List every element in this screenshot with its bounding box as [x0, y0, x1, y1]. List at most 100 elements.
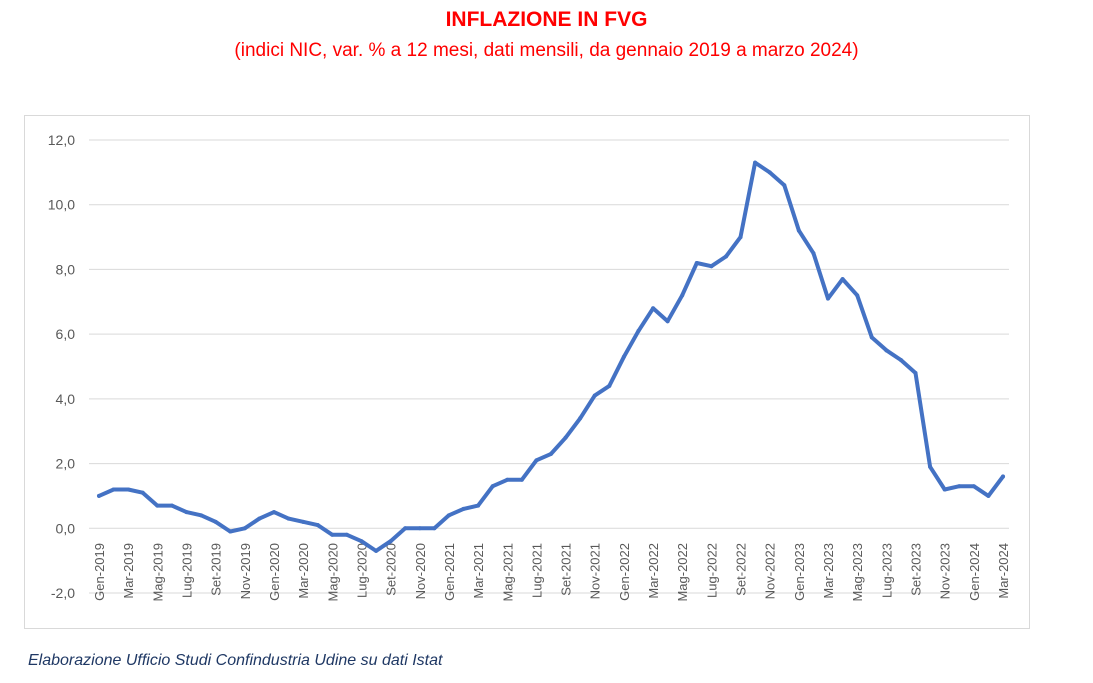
data-point — [680, 293, 685, 298]
x-tick-label: Nov-2023 — [938, 543, 953, 599]
data-point — [374, 548, 379, 553]
y-tick-label: 8,0 — [56, 261, 76, 277]
x-tick-label: Gen-2021 — [442, 543, 457, 601]
data-point — [388, 539, 393, 544]
data-point — [461, 506, 466, 511]
series-line — [97, 160, 1005, 553]
y-tick-label: -2,0 — [51, 585, 75, 601]
data-point — [446, 513, 451, 518]
data-point — [723, 254, 728, 259]
data-point — [257, 516, 262, 521]
data-point — [651, 306, 656, 311]
x-tick-label: Gen-2022 — [617, 543, 632, 601]
data-point — [271, 510, 276, 515]
data-point — [636, 328, 641, 333]
data-point — [549, 451, 553, 456]
x-tick-label: Mag-2020 — [325, 543, 340, 602]
data-point — [767, 170, 772, 175]
data-point — [592, 393, 597, 398]
data-point — [97, 493, 101, 498]
line-chart: -2,0 0,0 2,0 4,0 6,0 8,0 10,0 12,0 Gen-2019 Mar-… — [48, 132, 1011, 602]
x-tick-label: Mar-2024 — [996, 543, 1011, 599]
data-point — [957, 484, 962, 489]
data-point — [169, 503, 174, 508]
x-tick-label: Lug-2021 — [529, 543, 544, 598]
data-point — [563, 435, 568, 440]
x-tick-label: Nov-2019 — [238, 543, 253, 599]
x-tick-label: Set-2021 — [559, 543, 574, 596]
data-point — [534, 458, 539, 463]
data-point — [811, 251, 816, 256]
data-point — [330, 532, 335, 537]
x-tick-label: Lug-2019 — [179, 543, 194, 598]
x-tick-label: Nov-2022 — [763, 543, 778, 599]
data-point — [971, 484, 976, 489]
source-note: Elaborazione Ufficio Studi Confindustria… — [28, 652, 443, 669]
x-tick-label: Mag-2023 — [850, 543, 865, 602]
chart-area: -2,0 0,0 2,0 4,0 6,0 8,0 10,0 12,0 Gen-2019 Mar-… — [24, 115, 1030, 629]
data-point — [709, 264, 714, 269]
data-point — [126, 487, 131, 492]
data-point — [213, 519, 218, 524]
x-tick-label: Set-2023 — [909, 543, 924, 596]
x-tick-label: Set-2019 — [209, 543, 224, 596]
x-tick-label: Lug-2022 — [704, 543, 719, 598]
y-tick-label: 4,0 — [56, 391, 76, 407]
x-tick-label: Mar-2021 — [471, 543, 486, 599]
data-point — [519, 477, 524, 482]
x-tick-label: Gen-2024 — [967, 543, 982, 601]
x-tick-label: Set-2020 — [384, 543, 399, 596]
y-tick-label: 6,0 — [56, 326, 76, 342]
y-tick-label: 0,0 — [56, 520, 76, 536]
y-tick-label: 10,0 — [48, 197, 75, 213]
x-tick-label: Mar-2022 — [646, 543, 661, 599]
data-point — [986, 493, 991, 498]
x-tick-label: Mar-2023 — [821, 543, 836, 599]
data-point — [315, 523, 320, 528]
y-tick-label: 12,0 — [48, 132, 75, 148]
x-tick-label: Mag-2019 — [150, 543, 165, 602]
data-point — [228, 529, 233, 534]
x-tick-label: Gen-2019 — [92, 543, 107, 601]
data-point — [840, 277, 845, 282]
data-point — [753, 160, 758, 165]
data-point — [403, 526, 408, 531]
data-point — [286, 516, 291, 521]
data-point — [855, 293, 860, 298]
data-point — [738, 235, 743, 240]
data-point — [928, 464, 933, 469]
x-tick-label: Nov-2021 — [588, 543, 603, 599]
x-tick-label: Lug-2020 — [354, 543, 369, 598]
data-point — [884, 348, 889, 353]
data-point — [301, 519, 306, 524]
data-point — [898, 358, 903, 363]
data-point — [155, 503, 160, 508]
x-tick-label: Gen-2020 — [267, 543, 282, 601]
data-point — [490, 484, 495, 489]
data-point — [578, 416, 583, 421]
data-point — [417, 526, 422, 531]
chart-title: INFLAZIONE IN FVG — [445, 8, 648, 31]
data-point — [942, 487, 947, 492]
data-point — [782, 183, 787, 188]
data-point — [694, 260, 699, 265]
x-tick-label: Mag-2021 — [500, 543, 515, 602]
x-tick-label: Gen-2023 — [792, 543, 807, 601]
x-tick-label: Mag-2022 — [675, 543, 690, 602]
data-point — [111, 487, 116, 492]
x-tick-label: Mar-2020 — [296, 543, 311, 599]
data-point — [913, 370, 918, 375]
x-tick-label: Lug-2023 — [879, 543, 894, 598]
data-point — [344, 532, 349, 537]
data-point — [665, 319, 670, 324]
data-point — [505, 477, 510, 482]
data-point — [869, 335, 874, 340]
x-tick-label: Nov-2020 — [413, 543, 428, 599]
x-tick-label: Mar-2019 — [121, 543, 136, 599]
data-point — [476, 503, 481, 508]
data-point — [242, 526, 247, 531]
data-point — [826, 296, 831, 301]
data-point — [432, 526, 437, 531]
data-point — [607, 383, 612, 388]
data-point — [199, 513, 204, 518]
